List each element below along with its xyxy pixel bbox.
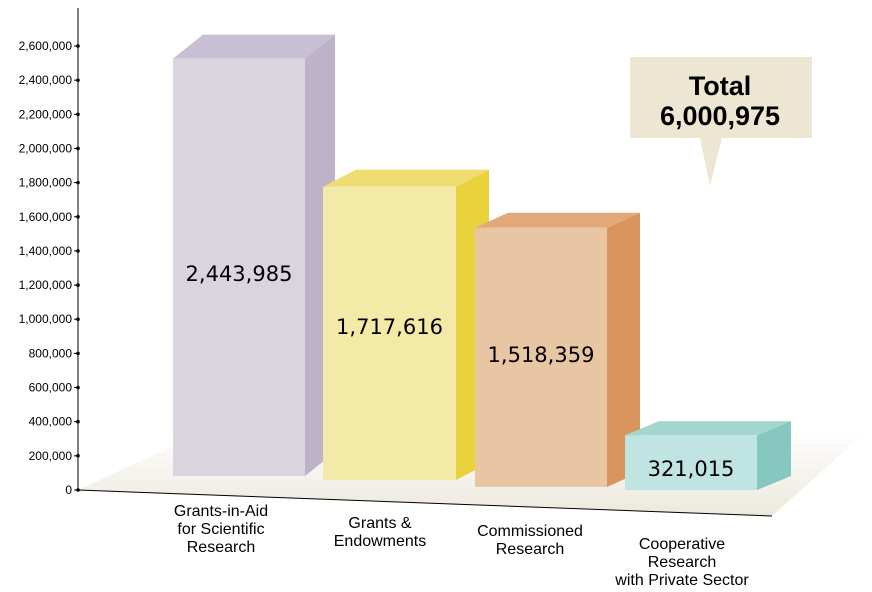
y-tick-label: 1,600,000 bbox=[19, 210, 73, 224]
total-value: 6,000,975 bbox=[660, 101, 780, 131]
bar-front bbox=[625, 435, 757, 490]
y-tick-dot bbox=[76, 146, 80, 151]
y-tick-label: 2,600,000 bbox=[19, 39, 73, 53]
y-tick-dot bbox=[76, 454, 80, 458]
y-tick-label: 200,000 bbox=[29, 449, 73, 463]
y-tick-label: 1,800,000 bbox=[19, 176, 73, 190]
y-tick-dot bbox=[76, 214, 80, 219]
y-tick-label: 2,000,000 bbox=[19, 141, 73, 155]
y-tick-label: 2,200,000 bbox=[19, 107, 73, 121]
total-title: Total bbox=[689, 71, 752, 101]
y-tick-label: 600,000 bbox=[29, 381, 73, 395]
y-tick-label: 1,200,000 bbox=[19, 278, 73, 292]
y-tick-dot bbox=[76, 419, 80, 424]
y-tick-label: 1,000,000 bbox=[19, 312, 73, 326]
y-tick-dot bbox=[76, 249, 80, 253]
y-tick-label: 800,000 bbox=[29, 346, 73, 360]
bar-front bbox=[173, 58, 305, 476]
y-tick-dot bbox=[76, 44, 80, 48]
y-tick-label: 1,400,000 bbox=[19, 244, 73, 258]
y-tick-dot bbox=[76, 78, 80, 82]
bar-value-label: 1,717,616 bbox=[336, 315, 443, 339]
y-tick-dot bbox=[76, 351, 80, 356]
y-tick-label: 2,400,000 bbox=[19, 73, 73, 87]
bar: 1,717,616 bbox=[323, 169, 489, 481]
bar-side bbox=[757, 421, 791, 490]
bar-top bbox=[323, 169, 489, 187]
bar-front bbox=[475, 227, 607, 487]
category-label: Grants & bbox=[348, 515, 411, 532]
bar-front bbox=[323, 186, 456, 481]
category-label: Endowments bbox=[334, 533, 427, 550]
category-label: Commissioned bbox=[477, 523, 583, 540]
total-callout-bubble bbox=[630, 57, 812, 186]
category-label: Cooperative bbox=[639, 536, 725, 553]
y-tick-dot bbox=[76, 385, 80, 390]
bar-value-label: 2,443,985 bbox=[186, 262, 293, 286]
category-label: for Scientific bbox=[177, 521, 264, 538]
bar-top bbox=[625, 421, 791, 436]
bar: 321,015 bbox=[625, 421, 791, 490]
bar-value-label: 321,015 bbox=[648, 457, 735, 481]
y-tick-dot bbox=[76, 317, 80, 322]
y-tick-dot bbox=[76, 283, 80, 287]
bar: 2,443,985 bbox=[173, 34, 335, 476]
y-tick-dot bbox=[76, 488, 80, 492]
bar: 1,518,359 bbox=[475, 212, 640, 487]
category-label: Research bbox=[648, 554, 716, 571]
bars: 2,443,985 1,717,616 1,518,359 321,015 bbox=[173, 34, 791, 490]
category-label: Grants-in-Aid bbox=[174, 503, 268, 520]
bar-top bbox=[475, 212, 640, 228]
category-label: with Private Sector bbox=[614, 572, 749, 589]
y-tick-dot bbox=[76, 112, 80, 117]
y-tick-label: 0 bbox=[65, 483, 72, 497]
bar-value-label: 1,518,359 bbox=[488, 343, 595, 367]
x-axis-line bbox=[77, 489, 773, 517]
y-tick-dot bbox=[76, 180, 80, 185]
bar-side bbox=[607, 212, 640, 487]
y-axis-ticks: 0 200,000 400,000 600,000 800,000 1,000,000 1,… bbox=[19, 39, 80, 497]
y-tick-label: 400,000 bbox=[29, 415, 73, 429]
bar-top bbox=[173, 34, 335, 59]
category-label: Research bbox=[187, 539, 255, 556]
category-label: Research bbox=[496, 541, 564, 558]
total-callout: Total 6,000,975 bbox=[630, 57, 812, 186]
